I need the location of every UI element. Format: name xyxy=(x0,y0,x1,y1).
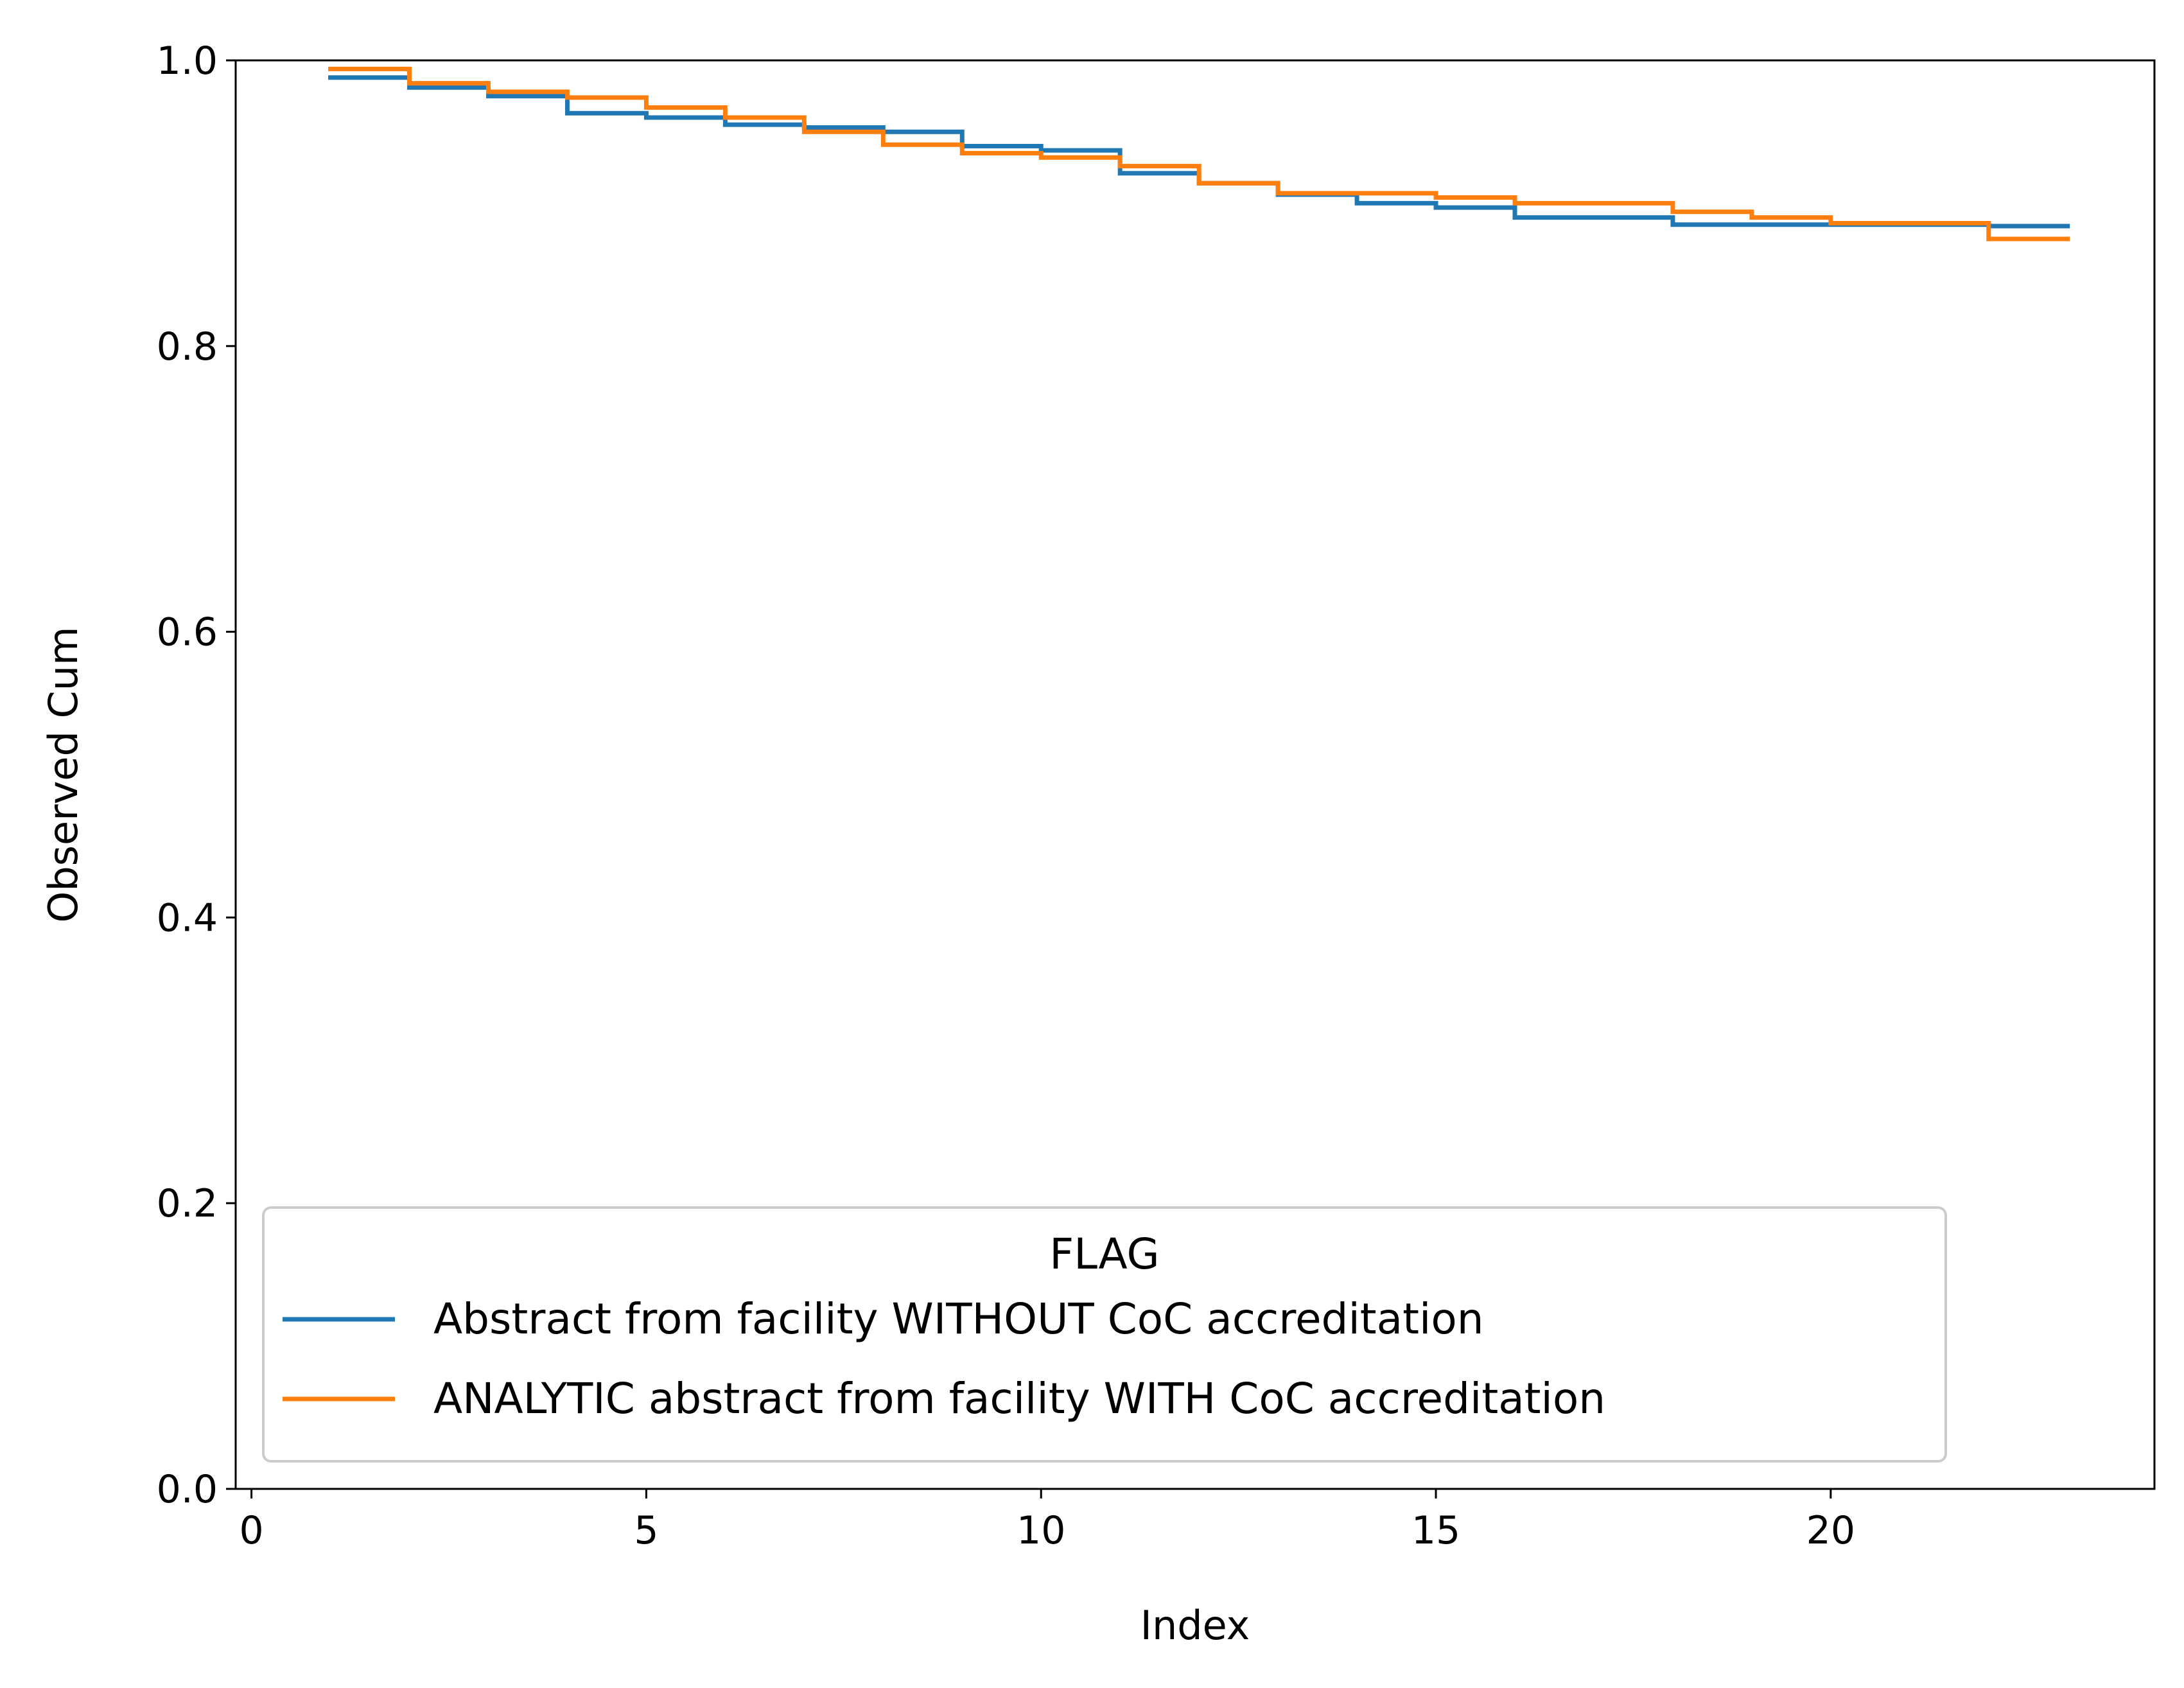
y-axis-label: Observed Cum xyxy=(40,627,87,923)
x-tick-label: 15 xyxy=(1411,1508,1460,1553)
legend-label-series-1: Abstract from facility WITHOUT CoC accre… xyxy=(433,1294,1484,1344)
legend: FLAG Abstract from facility WITHOUT CoC … xyxy=(262,1206,1947,1463)
y-tick-label: 0.8 xyxy=(157,324,218,369)
x-tick-label: 20 xyxy=(1806,1508,1855,1553)
x-tick-label: 10 xyxy=(1017,1508,1065,1553)
series-line-2 xyxy=(328,66,2070,242)
x-tick-label: 5 xyxy=(634,1508,658,1553)
y-tick-label: 0.0 xyxy=(157,1467,218,1512)
x-axis-label: Index xyxy=(1140,1602,1250,1649)
legend-label-series-2: ANALYTIC abstract from facility WITH CoC… xyxy=(433,1374,1605,1423)
y-tick-label: 0.2 xyxy=(157,1181,218,1226)
legend-box xyxy=(262,1206,1947,1463)
y-tick-label: 0.4 xyxy=(157,895,218,940)
legend-title: FLAG xyxy=(1049,1229,1159,1279)
ticks-layer: 0 5 10 15 20 0.0 0.2 0.4 0.6 0.8 1.0 xyxy=(157,39,1855,1553)
y-tick-label: 0.6 xyxy=(157,610,218,655)
x-tick-label: 0 xyxy=(239,1508,263,1553)
series-layer xyxy=(328,66,2070,242)
plot-frame xyxy=(234,59,2156,1490)
y-tick-label: 1.0 xyxy=(157,39,218,84)
